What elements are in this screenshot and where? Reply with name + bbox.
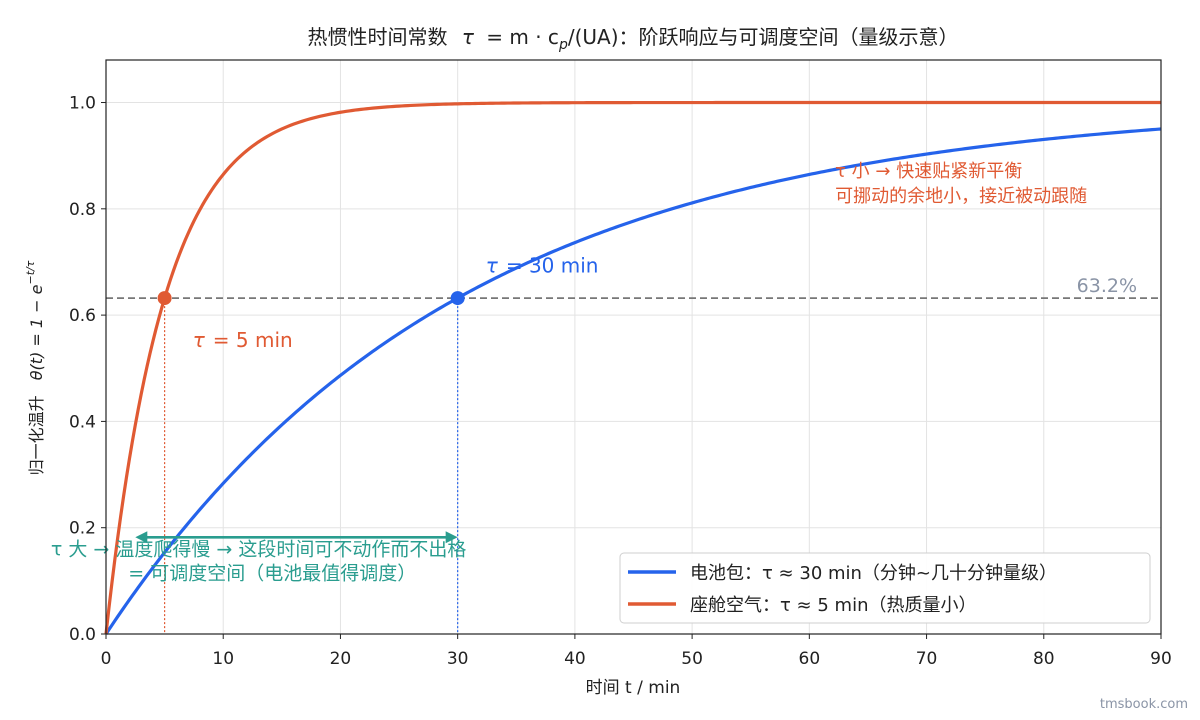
x-tick-label: 40 <box>564 649 586 669</box>
annotation-large-tau: τ 大 → 温度爬得慢 → 这段时间可不动作而不出格= 可调度空间（电池最值得调… <box>51 531 466 584</box>
x-tick-label: 30 <box>447 649 469 669</box>
y-axis-label: 归一化温升 θ(t) = 1 − e−t/τ <box>24 260 46 475</box>
y-tick-label: 0.0 <box>69 625 96 645</box>
tau-marker <box>450 291 465 306</box>
x-axis-ticks: 0 10 20 30 40 50 60 70 80 90 <box>101 634 1172 669</box>
y-tick-label: 0.6 <box>69 306 96 326</box>
x-axis-label: 时间 t / min <box>586 678 681 698</box>
legend: 电池包：τ ≈ 30 min（分钟~几十分钟量级） 座舱空气：τ ≈ 5 min（… <box>619 552 1151 624</box>
x-tick-label: 50 <box>681 649 703 669</box>
annotation-small-tau-line: 可挪动的余地小，接近被动跟随 <box>835 186 1087 207</box>
series-line-cabin <box>104 100 1161 635</box>
plot-frame <box>105 59 1162 635</box>
legend-label: 座舱空气：τ ≈ 5 min（热质量小） <box>690 595 976 616</box>
plot-area: 63.2% τ = 5 min τ = 30 min τ 小 → 快速贴紧新平衡可挪… <box>51 59 1162 635</box>
x-tick-label: 80 <box>1033 649 1055 669</box>
annotation-small-tau-line: τ 小 → 快速贴紧新平衡 <box>835 161 1022 182</box>
series-line-battery <box>104 127 1162 635</box>
label-tau-30: τ = 30 min <box>486 254 599 278</box>
schedulable-arrow-head-left <box>135 531 148 544</box>
tau-marker <box>157 291 172 306</box>
label-tau-5: τ = 5 min <box>193 328 293 352</box>
x-tick-label: 20 <box>330 649 352 669</box>
reference-label-63: 63.2% <box>1077 275 1137 297</box>
watermark: tmsbook.com <box>1099 697 1188 712</box>
y-axis-ticks: 0.0 0.2 0.4 0.6 0.8 1.0 <box>69 94 106 645</box>
x-tick-label: 10 <box>212 649 234 669</box>
legend-box <box>619 552 1151 624</box>
annotation-large-tau-line: = 可调度空间（电池最值得调度） <box>128 562 416 584</box>
schedulable-arrow-head-right <box>445 531 458 544</box>
x-tick-label: 60 <box>799 649 821 669</box>
tau-markers <box>157 291 465 306</box>
y-tick-label: 1.0 <box>69 94 96 114</box>
chart-title: 热惯性时间常数 τ = m · cp/(UA)：阶跃响应与可调度空间（量级示意） <box>308 25 959 53</box>
y-tick-label: 0.4 <box>69 412 96 432</box>
x-tick-label: 70 <box>916 649 938 669</box>
y-tick-label: 0.2 <box>69 519 96 539</box>
y-tick-label: 0.8 <box>69 200 96 220</box>
x-tick-label: 0 <box>101 649 112 669</box>
legend-label: 电池包：τ ≈ 30 min（分钟~几十分钟量级） <box>690 563 1057 584</box>
annotation-large-tau-line: τ 大 → 温度爬得慢 → 这段时间可不动作而不出格 <box>51 538 466 560</box>
x-tick-label: 90 <box>1150 649 1172 669</box>
